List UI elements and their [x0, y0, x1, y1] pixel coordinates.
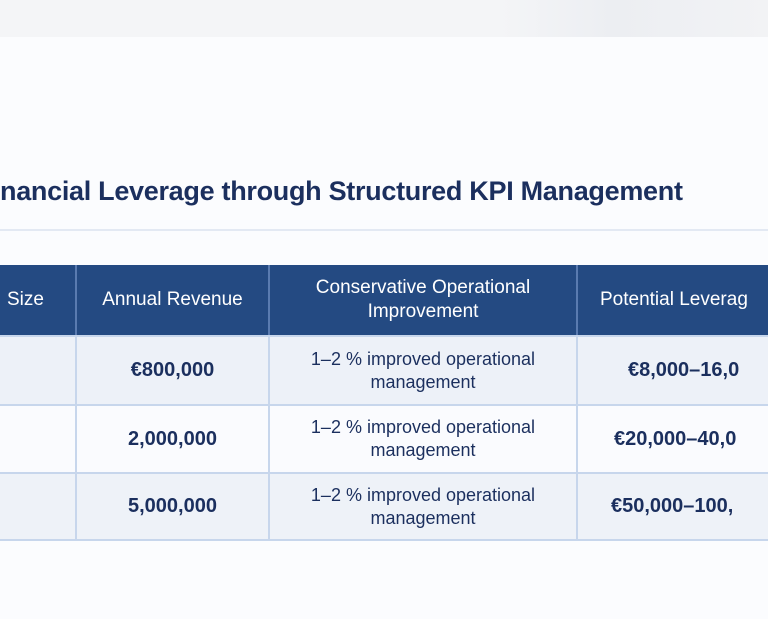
- cell-size: [0, 474, 77, 539]
- cell-revenue: 5,000,000: [77, 474, 270, 539]
- cell-size: [0, 406, 77, 472]
- top-bar: [0, 0, 768, 37]
- cell-leverage: €20,000–40,0: [578, 406, 768, 472]
- header-size: Size: [0, 265, 77, 335]
- header-potential-leverage: Potential Leverag: [578, 265, 768, 335]
- table-row: €800,000 1–2 % improved operational mana…: [0, 337, 768, 406]
- table-header-row: Size Annual Revenue Conservative Operati…: [0, 265, 768, 337]
- table-row: 2,000,000 1–2 % improved operational man…: [0, 406, 768, 474]
- header-annual-revenue: Annual Revenue: [77, 265, 270, 335]
- cell-revenue: €800,000: [77, 337, 270, 404]
- page-title: nancial Leverage through Structured KPI …: [0, 176, 683, 206]
- cell-improvement: 1–2 % improved operational management: [270, 337, 578, 404]
- cell-leverage: €50,000–100,: [578, 474, 768, 539]
- header-improvement: Conservative Operational Improvement: [270, 265, 578, 335]
- table-row: 5,000,000 1–2 % improved operational man…: [0, 474, 768, 541]
- cell-improvement: 1–2 % improved operational management: [270, 406, 578, 472]
- title-divider: [0, 229, 768, 231]
- cell-revenue: 2,000,000: [77, 406, 270, 472]
- cell-leverage: €8,000–16,0: [578, 337, 768, 404]
- leverage-table: Size Annual Revenue Conservative Operati…: [0, 265, 768, 541]
- cell-improvement: 1–2 % improved operational management: [270, 474, 578, 539]
- cell-size: [0, 337, 77, 404]
